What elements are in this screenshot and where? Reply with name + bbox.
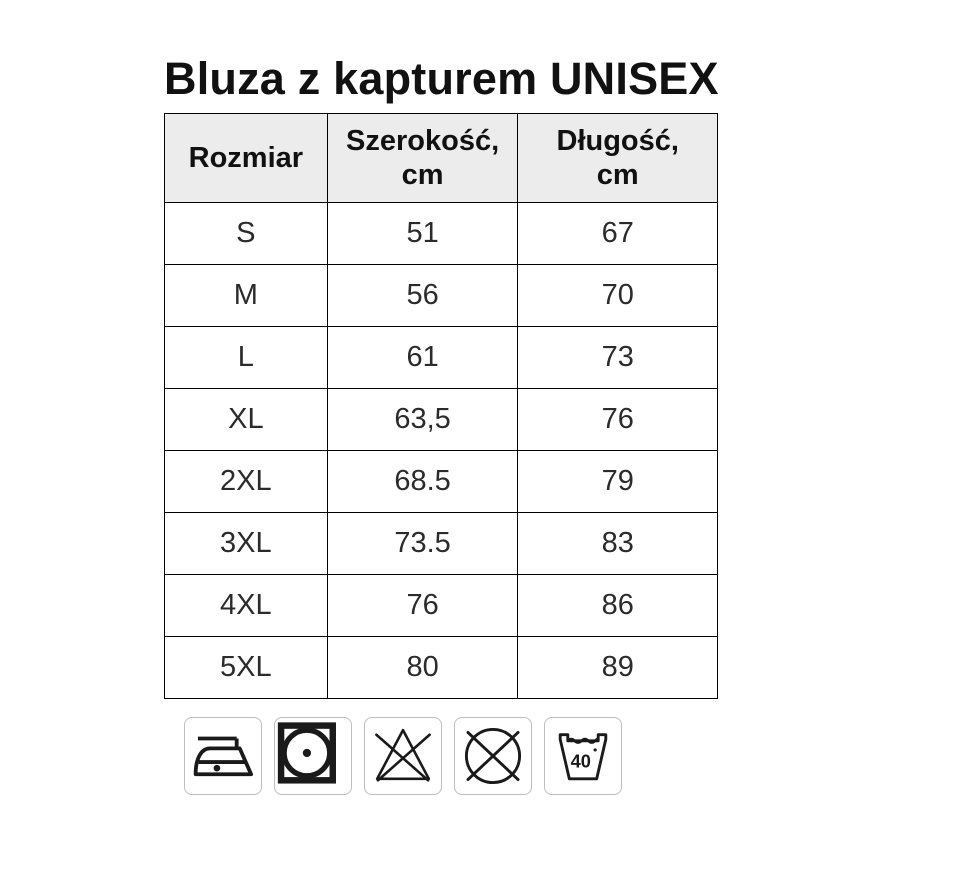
svg-text:40: 40 bbox=[571, 750, 591, 771]
